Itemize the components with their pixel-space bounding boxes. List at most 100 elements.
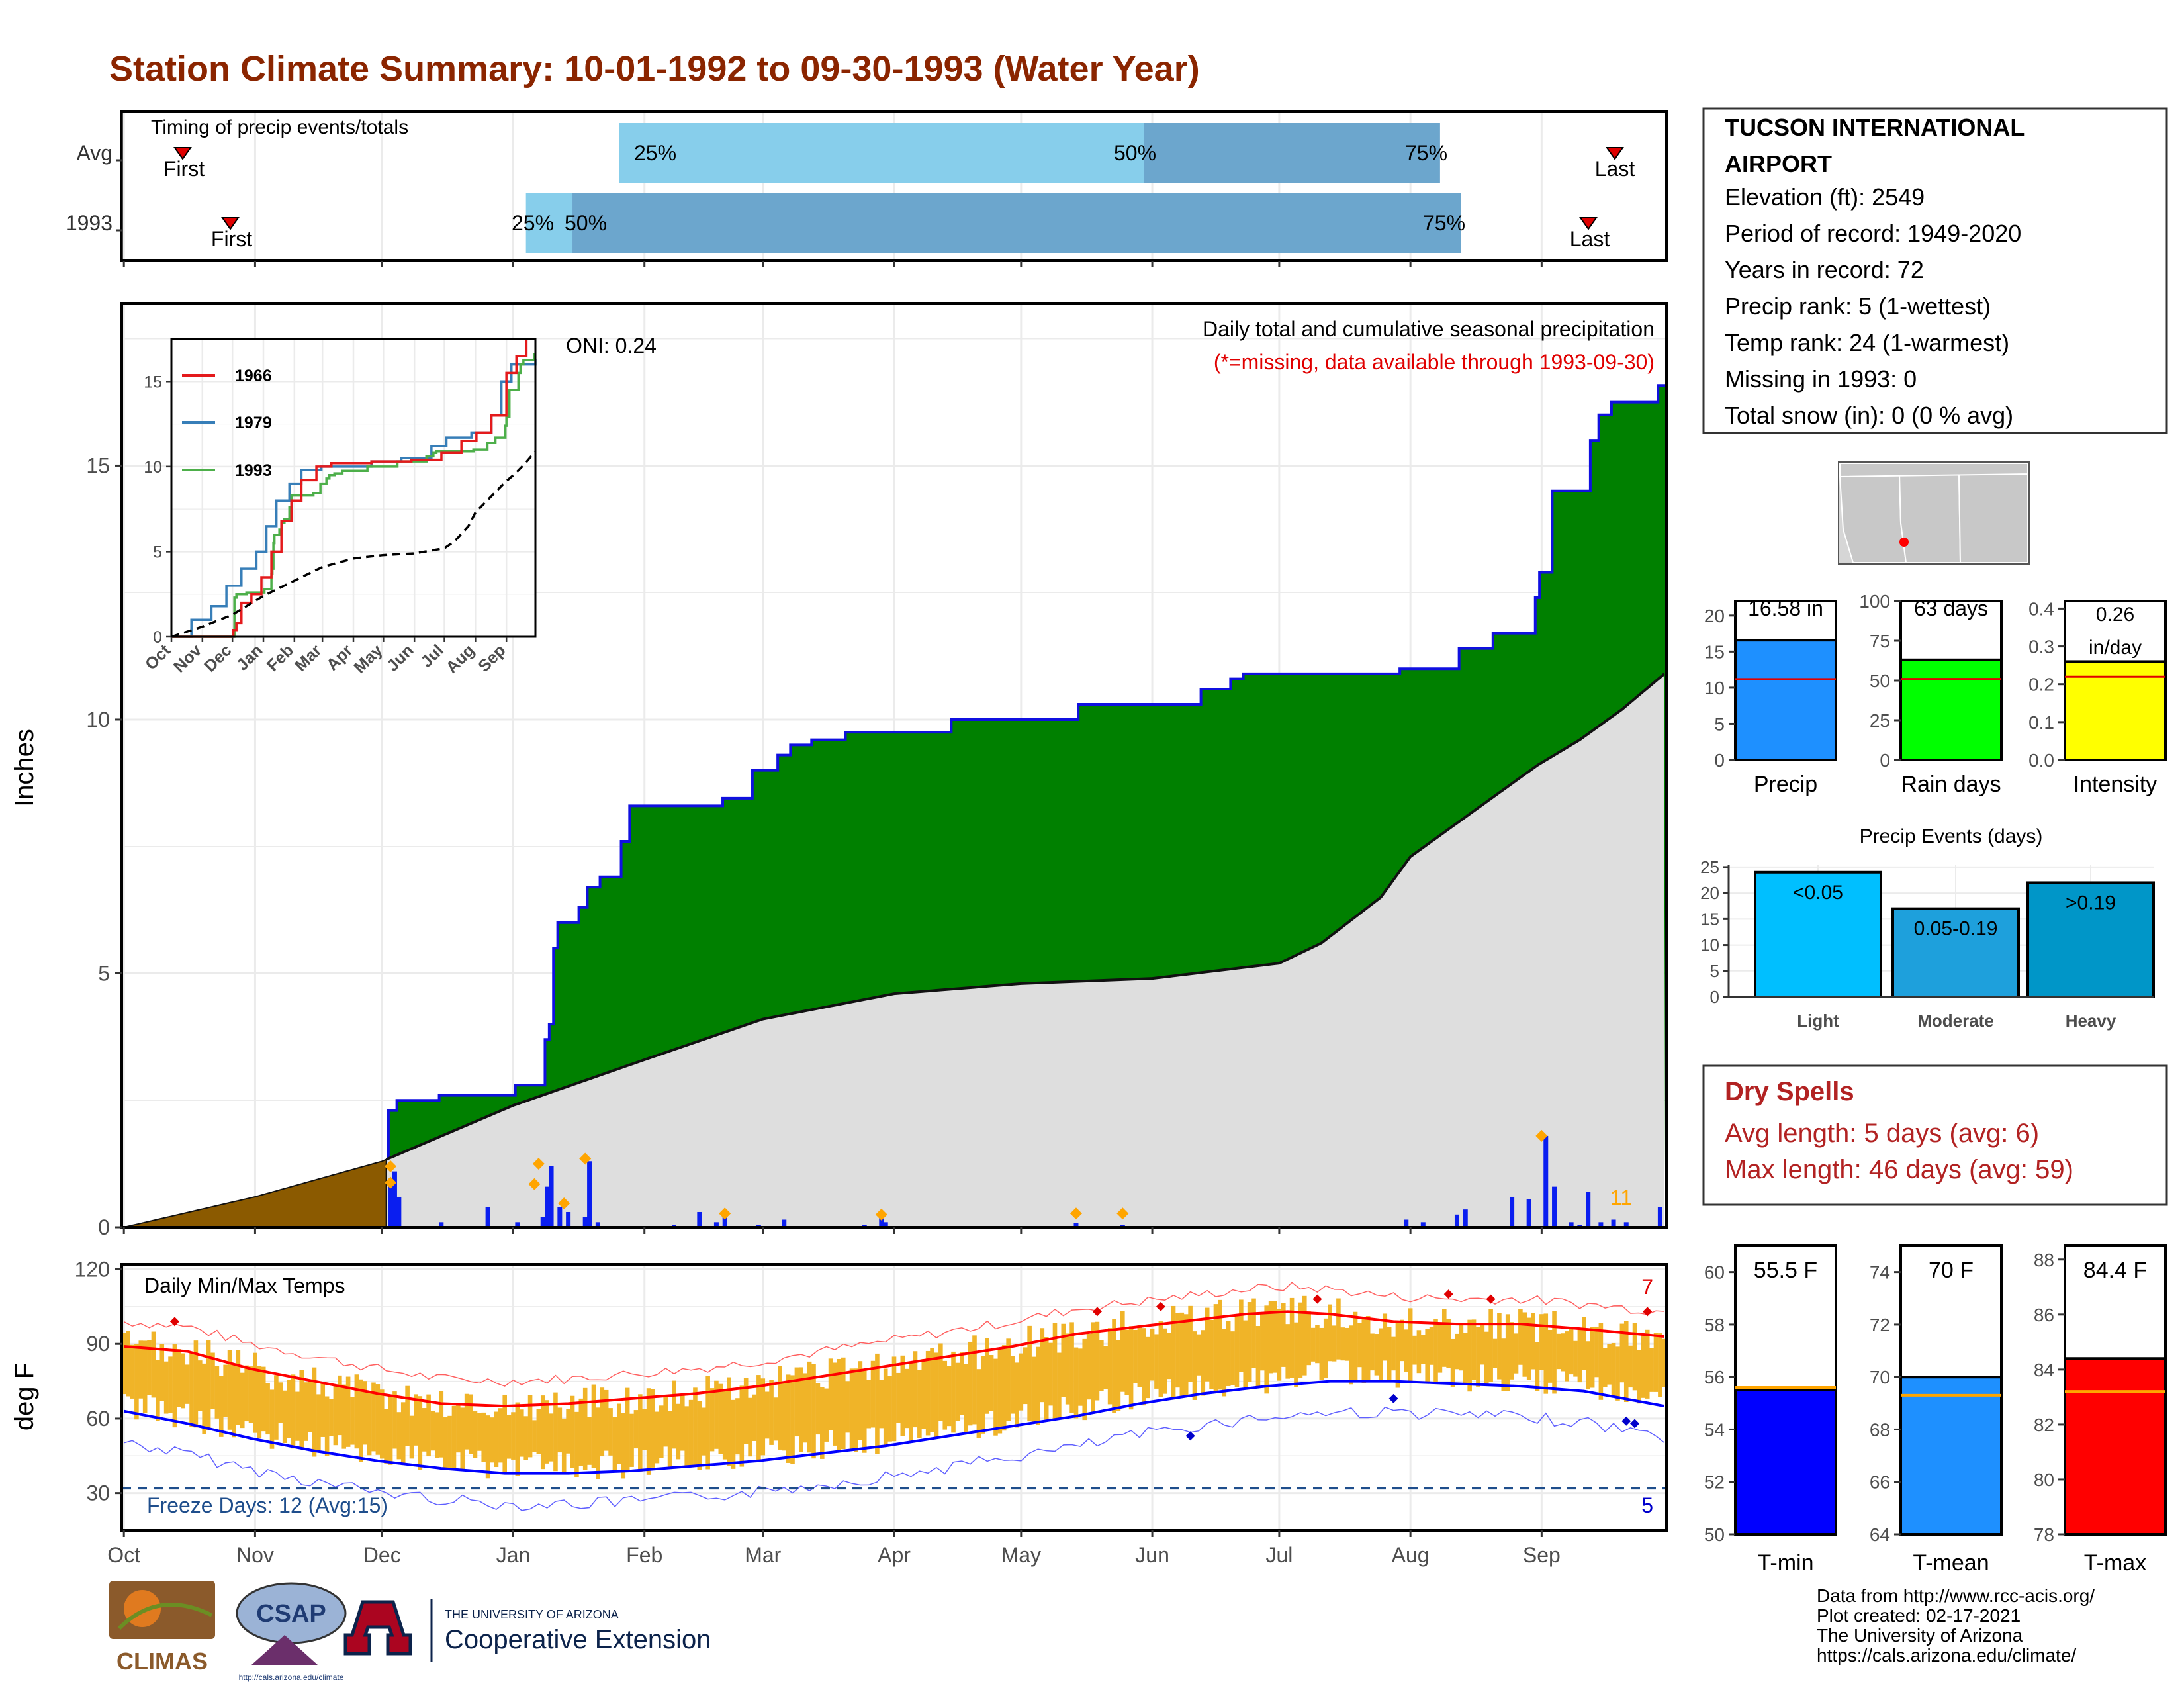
daily-temp-bar xyxy=(333,1385,338,1446)
cumulative-precip-line xyxy=(384,384,1666,1229)
daily-temp-bar xyxy=(388,1395,393,1465)
mini-bar-value-label-unit: in/day xyxy=(2089,637,2142,659)
daily-temp-bar xyxy=(1569,1327,1574,1375)
daily-temp-bar xyxy=(913,1351,918,1428)
daily-temp-bar xyxy=(1091,1322,1095,1414)
daily-temp-bar xyxy=(523,1416,528,1460)
record-precip-marker xyxy=(1116,1207,1129,1220)
daily-temp-bar xyxy=(460,1407,465,1472)
daily-temp-bar xyxy=(540,1395,545,1470)
locator-map xyxy=(1838,461,2030,565)
month-tick-label: Sep xyxy=(1523,1543,1561,1567)
temp-bar-value xyxy=(1734,1389,1837,1536)
record-low-marker xyxy=(1621,1416,1631,1426)
daily-temp-bar xyxy=(608,1408,613,1456)
daily-temp-bar xyxy=(1294,1322,1298,1387)
daily-temp-bar xyxy=(819,1387,825,1459)
precip-event-category-label: Heavy xyxy=(2066,1011,2116,1031)
daily-temp-bar xyxy=(705,1376,710,1470)
daily-temp-bar xyxy=(1662,1338,1667,1387)
daily-temp-bar xyxy=(1590,1327,1595,1388)
daily-precip-bar xyxy=(1611,1219,1616,1227)
daily-temp-bar xyxy=(1323,1318,1328,1379)
daily-temp-bar xyxy=(1069,1322,1074,1413)
daily-temp-bar xyxy=(367,1391,372,1456)
daily-temp-bar xyxy=(210,1352,215,1409)
daily-temp-bar xyxy=(163,1361,169,1414)
daily-precip-bar xyxy=(722,1217,727,1227)
timing-label: Timing of precip events/totals xyxy=(151,117,408,138)
daily-temp-bar xyxy=(1095,1321,1100,1401)
chart-title: Station Climate Summary: 10-01-1992 to 0… xyxy=(109,49,1200,89)
daily-temp-bar xyxy=(1162,1328,1167,1394)
max-record-count: 7 xyxy=(1641,1275,1653,1299)
daily-temp-bar xyxy=(1421,1335,1426,1364)
timing-avg-first-label: First xyxy=(163,157,205,181)
record-low-line xyxy=(124,1406,1665,1511)
daily-temp-bar xyxy=(1222,1329,1227,1397)
daily-temp-bar xyxy=(1133,1329,1138,1383)
daily-temp-bar xyxy=(1154,1334,1159,1389)
daily-temp-bar xyxy=(1353,1311,1358,1380)
daily-temp-bar xyxy=(168,1356,173,1413)
map-arizona xyxy=(1898,473,1962,563)
daily-temp-bar xyxy=(490,1417,494,1463)
daily-temp-bar xyxy=(1594,1326,1599,1378)
daily-temp-bar xyxy=(909,1362,913,1441)
daily-temp-bar xyxy=(680,1395,685,1451)
timing-avg-p75: 75% xyxy=(1405,141,1447,165)
daily-temp-bar xyxy=(1188,1305,1193,1382)
daily-temp-bar xyxy=(1531,1313,1535,1370)
daily-temp-bar xyxy=(642,1409,647,1450)
daily-temp-bar xyxy=(960,1352,964,1415)
daily-temp-bar xyxy=(1476,1327,1480,1387)
daily-temp-bar xyxy=(1615,1346,1620,1401)
daily-temp-bar xyxy=(1480,1325,1485,1365)
daily-temp-bar xyxy=(1653,1333,1659,1392)
timing-avg-last-marker xyxy=(1606,147,1624,160)
daily-temp-bar xyxy=(464,1393,469,1450)
daily-temp-bar xyxy=(1455,1333,1459,1370)
marker-count-label: 11 xyxy=(1610,1186,1632,1209)
daily-temp-bar xyxy=(845,1381,850,1433)
daily-temp-bar xyxy=(511,1412,516,1460)
daily-temp-bar xyxy=(786,1374,791,1463)
mini-bar-tick-label: 100 xyxy=(1859,591,1890,612)
daily-temp-bar xyxy=(1019,1353,1024,1411)
daily-temp-bar xyxy=(1332,1325,1337,1362)
climas-logo-swoosh xyxy=(117,1603,213,1630)
station-frame xyxy=(1702,107,2168,434)
daily-temp-bar xyxy=(854,1368,858,1452)
daily-precip-bar xyxy=(485,1207,490,1227)
daily-temp-bar xyxy=(1192,1331,1197,1400)
daily-temp-bar xyxy=(709,1388,715,1452)
daily-temp-bar xyxy=(329,1399,334,1436)
daily-temp-bar xyxy=(375,1384,381,1455)
daily-temp-bar xyxy=(1268,1301,1273,1374)
daily-temp-bar xyxy=(1623,1321,1629,1403)
daily-temp-bar xyxy=(811,1364,816,1459)
daily-temp-bar xyxy=(646,1388,651,1475)
daily-precip-bar xyxy=(1420,1222,1426,1227)
daily-temp-bar xyxy=(714,1380,719,1449)
daily-temp-bar xyxy=(1602,1348,1608,1387)
daily-temp-bar xyxy=(1349,1325,1353,1385)
inset-y-tick-label: 15 xyxy=(144,373,162,391)
daily-temp-bar xyxy=(358,1379,363,1462)
daily-temp-bar xyxy=(414,1394,418,1446)
daily-temp-bar xyxy=(481,1412,486,1462)
daily-temp-bar xyxy=(341,1384,347,1449)
daily-temp-bar xyxy=(430,1411,435,1451)
precip-event-value-label: <0.05 xyxy=(1793,882,1843,904)
daily-precip-bar xyxy=(1586,1192,1591,1227)
daily-temp-bar xyxy=(126,1331,130,1397)
ua-logo: THE UNIVERSITY OF ARIZONA Cooperative Ex… xyxy=(343,1599,711,1662)
daily-temp-bar xyxy=(1561,1333,1565,1372)
daily-temp-bar xyxy=(663,1396,668,1447)
daily-temp-bar xyxy=(1226,1321,1231,1386)
daily-temp-bar xyxy=(519,1409,524,1457)
daily-temp-bar xyxy=(1239,1299,1244,1372)
daily-temp-bar xyxy=(1387,1327,1392,1382)
daily-temp-bar xyxy=(727,1377,731,1466)
